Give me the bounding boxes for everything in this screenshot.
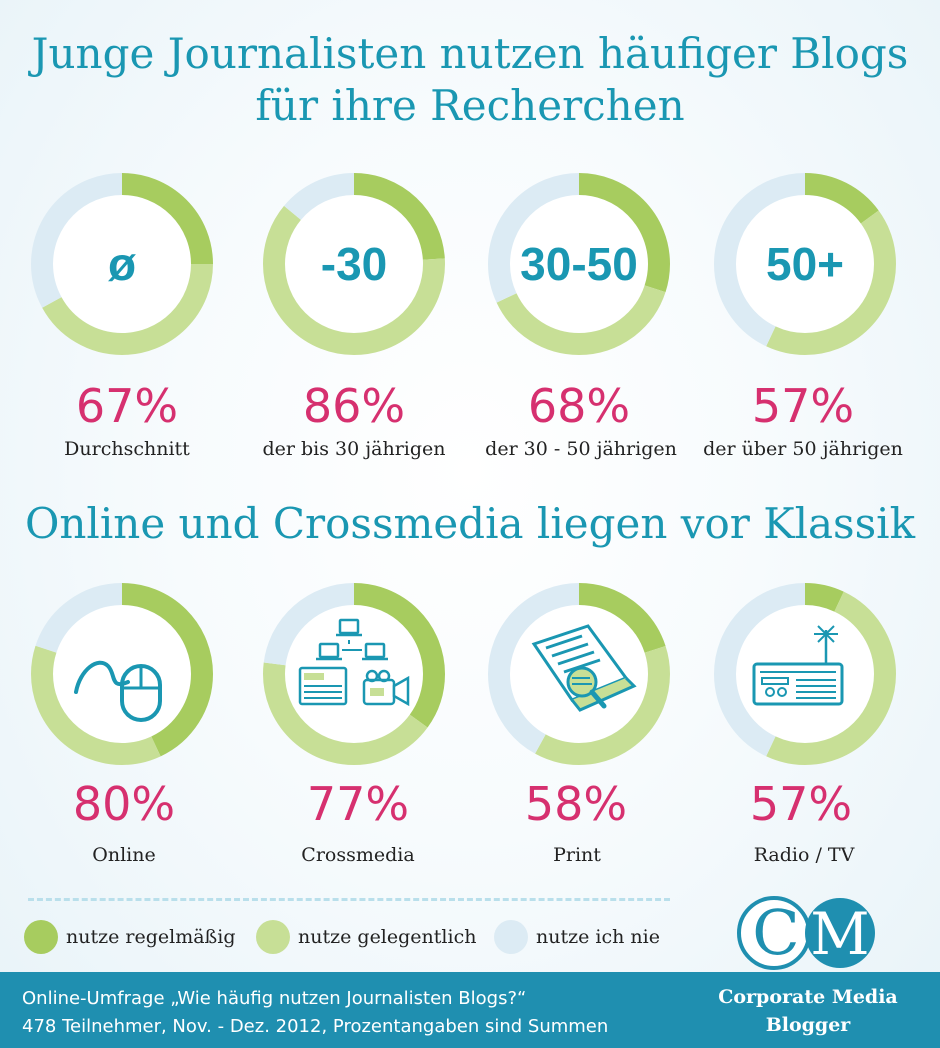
donut-caption: Durchschnitt <box>64 438 190 460</box>
legend-item-never: nutze ich nie <box>494 919 660 955</box>
donut-center-label: -30 <box>320 238 388 290</box>
footer-survey-details: 478 Teilnehmer, Nov. - Dez. 2012, Prozen… <box>22 1016 609 1037</box>
mouse-icon <box>74 660 162 722</box>
network-media-icon <box>298 618 410 707</box>
donut-caption: Online <box>92 844 156 866</box>
segment-occasional <box>31 173 213 355</box>
legend-label: nutze gelegentlich <box>298 926 477 948</box>
segment-occasional <box>31 583 213 765</box>
segment-never <box>31 173 213 355</box>
donut-chart-50-plus <box>714 173 896 355</box>
radio-icon <box>752 625 844 706</box>
legend-swatch-occasional <box>256 920 290 954</box>
donut-center-label: 50+ <box>765 238 845 290</box>
legend-label: nutze regelmäßig <box>66 926 236 948</box>
newspaper-icon <box>531 624 637 712</box>
percent-label: 68% <box>527 379 631 433</box>
donut-chart-30-50 <box>488 173 670 355</box>
donut-caption: der 30 - 50 jährigen <box>485 438 677 460</box>
percent-label: 57% <box>749 777 853 831</box>
segment-never <box>263 583 445 765</box>
section-title: Online und Crossmedia liegen vor Klassik <box>24 499 916 548</box>
segment-never <box>488 583 670 765</box>
donut-chart-crossmedia <box>263 583 445 765</box>
donut-caption: der bis 30 jährigen <box>262 438 446 460</box>
donut-caption: Radio / TV <box>753 844 855 866</box>
segment-occasional <box>263 583 445 765</box>
donut-caption: der über 50 jährigen <box>703 438 903 460</box>
segment-occasional <box>714 583 896 765</box>
segment-occasional <box>714 173 896 355</box>
donut-center <box>53 195 191 333</box>
segment-never <box>263 173 445 355</box>
segment-never <box>488 173 670 355</box>
percent-label: 57% <box>751 379 855 433</box>
segment-occasional <box>488 583 670 765</box>
donut-center <box>736 195 874 333</box>
title-line-1: Junge Journalisten nutzen häufiger Blogs <box>31 29 909 78</box>
percent-label: 58% <box>524 777 628 831</box>
percent-label: 67% <box>75 379 179 433</box>
legend-divider <box>28 898 670 901</box>
donut-caption: Crossmedia <box>301 844 415 866</box>
percent-label: 77% <box>306 777 410 831</box>
segment-never <box>714 583 896 765</box>
brand-name-line-2: Blogger <box>765 1014 851 1036</box>
logo-letter-m: M <box>810 900 869 968</box>
legend-label: nutze ich nie <box>536 926 660 948</box>
donut-caption: Print <box>553 844 601 866</box>
donut-center-label: ø <box>107 238 137 290</box>
legend-item-occasional: nutze gelegentlich <box>256 919 476 955</box>
percent-label: 80% <box>72 777 176 831</box>
donut-center <box>510 195 648 333</box>
segment-never <box>31 583 213 765</box>
segment-occasional <box>263 173 445 355</box>
segment-occasional <box>488 173 670 355</box>
donut-chart-under-30 <box>263 173 445 355</box>
donut-center <box>285 195 423 333</box>
legend-swatch-never <box>494 920 528 954</box>
donut-center-label: 30-50 <box>520 238 638 290</box>
legend-item-regular: nutze regelmäßig <box>24 919 236 955</box>
footer-bar: Online-Umfrage „Wie häufig nutzen Journa… <box>0 972 940 1048</box>
page-title: Junge Journalisten nutzen häufiger Blogs… <box>0 28 940 132</box>
donut-chart-average <box>31 173 213 355</box>
donut-center <box>285 605 423 743</box>
brand-name-line-1: Corporate Media <box>718 986 898 1008</box>
logo-letter-c: C <box>752 896 799 969</box>
segment-never <box>714 173 896 355</box>
footer-survey-title: Online-Umfrage „Wie häufig nutzen Journa… <box>22 988 527 1009</box>
cm-logo: C M <box>737 896 875 970</box>
title-line-2: für ihre Recherchen <box>255 81 685 130</box>
percent-label: 86% <box>302 379 406 433</box>
legend-swatch-regular <box>24 920 58 954</box>
